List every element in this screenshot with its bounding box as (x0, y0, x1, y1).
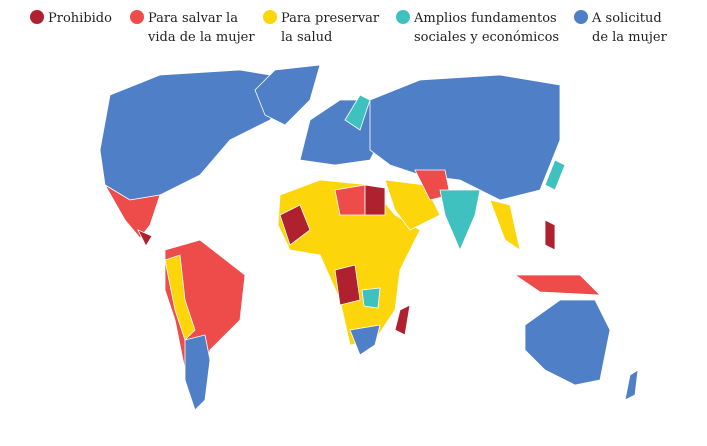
australia (524, 299, 611, 386)
east-africa (361, 287, 381, 309)
central-america-prohibited (137, 229, 153, 247)
legend-swatch (263, 10, 277, 24)
indonesia (513, 274, 602, 296)
asia (369, 74, 561, 201)
japan (544, 159, 566, 191)
central-africa (334, 264, 361, 306)
north-africa (334, 184, 366, 216)
west-africa (279, 204, 311, 246)
new-zealand (624, 369, 639, 401)
legend-swatch (574, 10, 588, 24)
madagascar (394, 304, 411, 336)
legend-label: Prohibido (48, 11, 112, 26)
legend-label: Para salvar la (148, 11, 238, 26)
legend-swatch (130, 10, 144, 24)
legend-swatch (396, 10, 410, 24)
egypt (364, 184, 386, 216)
philippines (544, 219, 556, 251)
europe (299, 99, 381, 166)
southern-cone (184, 334, 211, 411)
southeast-asia (489, 199, 521, 251)
central-america (103, 183, 161, 239)
legend-label: de la mujer (592, 30, 668, 45)
andes (164, 254, 196, 341)
legend-label: vida de la mujer (147, 30, 255, 45)
legend-label: A solicitud (591, 11, 662, 26)
legend-label: sociales y económicos (414, 30, 559, 45)
legend: Prohibido Para salvar la vida de la mujer P… (30, 10, 668, 45)
legend-swatch (30, 10, 44, 24)
southern-africa (349, 324, 381, 356)
world-map (99, 64, 639, 412)
india (439, 189, 481, 252)
legend-label: la salud (281, 30, 332, 45)
legend-label: Para preservar (281, 11, 380, 26)
greenland (254, 64, 321, 126)
legend-label: Amplios fundamentos (413, 11, 557, 26)
